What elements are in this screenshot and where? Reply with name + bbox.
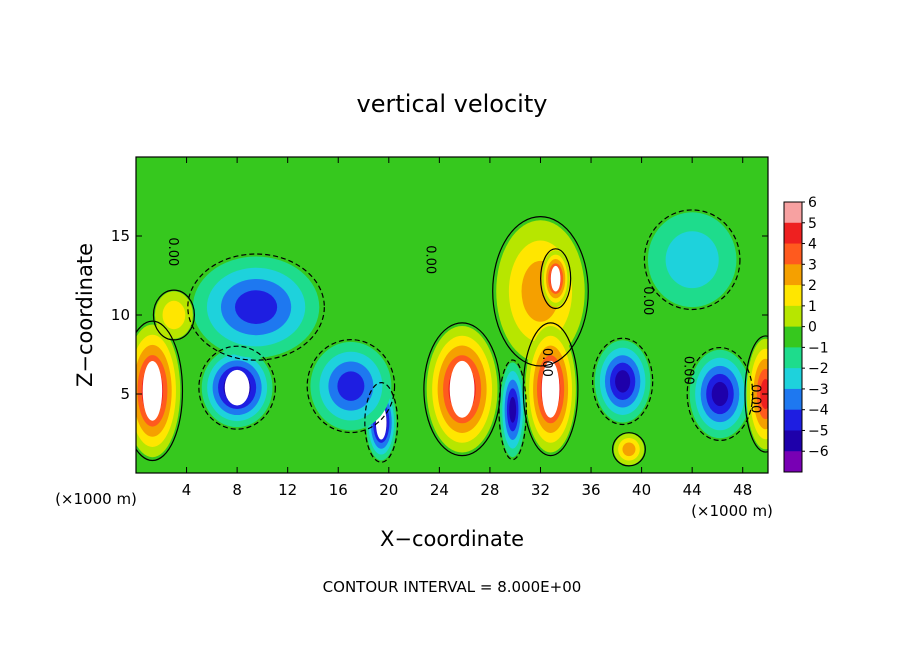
x-tick-label-10: 44 [683, 481, 702, 499]
field-feature-1-core [224, 369, 250, 406]
contour-line-4 [306, 339, 396, 434]
velocity-field [136, 212, 768, 466]
colorbar-swatch-3 [784, 264, 802, 286]
field-feature-7-core [550, 265, 561, 292]
field-feature-13 [665, 231, 719, 289]
y-axis: 5 10 15 [111, 227, 768, 403]
colorbar-swatch-4 [784, 285, 802, 307]
contour-interval-note: CONTOUR INTERVAL = 8.000E+00 [323, 578, 582, 596]
colorbar-label-1: 5 [808, 216, 817, 232]
y-tick-label-1: 10 [111, 306, 130, 324]
field-feature-8-core [541, 360, 560, 418]
colorbar-label-11: −5 [808, 423, 829, 439]
colorbar-swatch-9 [784, 388, 802, 411]
contour-label-1: 0.00 [423, 245, 438, 274]
x-axis-label: X−coordinate [380, 527, 524, 551]
x-tick-label-1: 8 [232, 481, 242, 499]
contour-line-15 [611, 432, 646, 467]
colorbar: 6 5 4 3 2 1 0 −1 −2 −3 −4 −5 −6 [783, 195, 829, 473]
colorbar-swatch-10 [784, 409, 802, 431]
colorbar-label-2: 4 [808, 237, 817, 253]
contour-line-0 [136, 320, 184, 462]
colorbar-label-8: −2 [808, 361, 829, 377]
x-unit-left: (×1000 m) [55, 490, 137, 508]
zero-contours: 0.00 0.00 0.00 0.00 0.00 0.00 [136, 209, 768, 467]
field-feature-11 [711, 381, 729, 407]
contour-line-2 [187, 253, 325, 361]
colorbar-swatch-0 [784, 202, 802, 224]
x-unit-right: (×1000 m) [691, 502, 773, 520]
x-tick-label-4: 20 [379, 481, 398, 499]
x-tick-label-9: 40 [632, 481, 651, 499]
y-tick-label-2: 15 [111, 227, 130, 245]
colorbar-label-10: −4 [808, 403, 829, 419]
contour-line-8 [522, 322, 579, 457]
colorbar-swatch-8 [784, 368, 802, 390]
field-feature-5-core [449, 360, 475, 418]
contour-line-1 [198, 345, 276, 430]
field-feature-15 [622, 442, 636, 457]
contour-line-10 [592, 337, 654, 426]
colorbar-swatch-1 [784, 222, 802, 245]
contour-line-13 [643, 209, 741, 311]
contour-line-7 [540, 248, 572, 310]
x-tick-label-3: 16 [329, 481, 348, 499]
contour-line-12 [744, 335, 768, 453]
colorbar-label-0: 6 [808, 195, 817, 211]
colorbar-swatch-7 [784, 347, 802, 369]
colorbar-label-5: 1 [808, 299, 817, 315]
x-axis: 4 8 12 16 20 24 28 32 36 40 44 48 [182, 157, 752, 499]
x-tick-label-0: 4 [182, 481, 192, 499]
colorbar-label-3: 3 [808, 257, 817, 273]
colorbar-label-4: 2 [808, 278, 817, 294]
contour-label-2: 0.00 [539, 348, 554, 377]
colorbar-swatch-11 [784, 430, 802, 452]
colorbar-swatch-12 [784, 451, 802, 473]
x-tick-label-7: 32 [531, 481, 550, 499]
x-tick-label-11: 48 [733, 481, 752, 499]
colorbar-swatch-2 [784, 243, 802, 265]
x-tick-label-6: 28 [480, 481, 499, 499]
field-feature-9 [509, 396, 517, 423]
contour-line-3 [364, 382, 399, 463]
contour-line-9 [498, 359, 527, 461]
field-feature-0-core [142, 360, 163, 421]
colorbar-swatch-6 [784, 326, 802, 348]
x-tick-label-2: 12 [278, 481, 297, 499]
contour-line-11 [686, 346, 754, 442]
y-axis-label: Z−coordinate [73, 243, 97, 387]
chart-title: vertical velocity [357, 90, 548, 118]
contour-label-4: 0.00 [681, 356, 696, 385]
field-feature-14 [162, 300, 186, 330]
contour-label-3: 0.00 [640, 286, 655, 315]
x-tick-label-8: 36 [581, 481, 600, 499]
contour-line-14 [152, 289, 195, 341]
contour-label-5: 0.00 [748, 384, 763, 413]
field-feature-4 [337, 371, 365, 401]
colorbar-label-12: −6 [808, 444, 829, 460]
colorbar-swatch-5 [784, 305, 802, 328]
contour-line-6 [492, 216, 589, 367]
y-tick-label-0: 5 [120, 385, 130, 403]
colorbar-label-7: −1 [808, 340, 829, 356]
colorbar-label-9: −3 [808, 382, 829, 398]
field-feature-2 [235, 290, 278, 324]
x-tick-label-5: 24 [430, 481, 449, 499]
colorbar-frame [783, 201, 803, 473]
contour-label-0: 0.00 [165, 237, 180, 266]
colorbar-label-6: 0 [808, 320, 817, 336]
field-feature-10 [615, 370, 631, 393]
